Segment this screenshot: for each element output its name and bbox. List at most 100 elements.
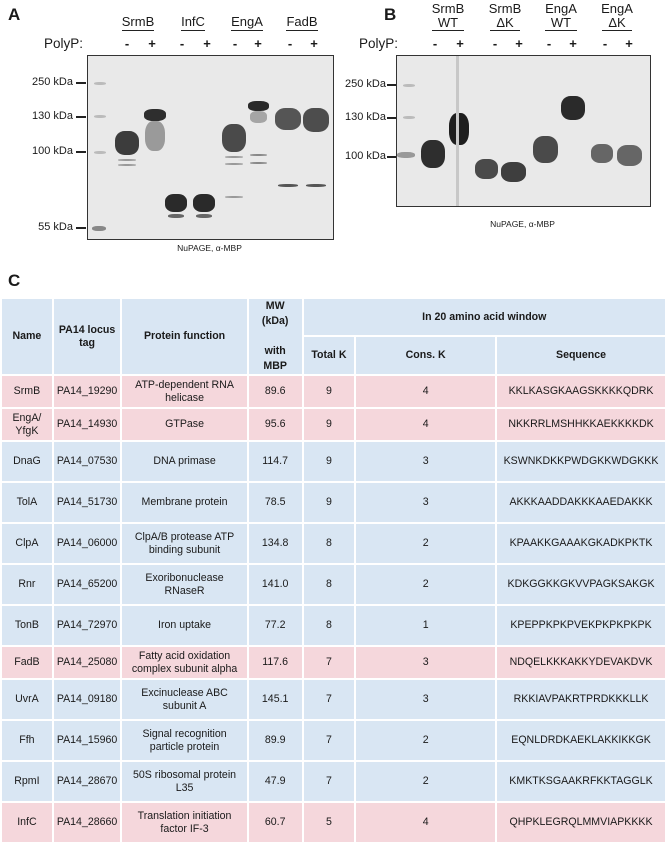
cell-function: Iron uptake	[120, 604, 249, 647]
polyp-plus: +	[456, 36, 464, 51]
cell-mw: 89.9	[246, 719, 304, 762]
cell-function: Fatty acid oxidation complex subunit alp…	[120, 645, 249, 680]
polyp-plus: +	[625, 36, 633, 51]
cell-locus: PA14_25080	[51, 645, 123, 680]
cell-total-k: 7	[301, 678, 357, 721]
cell-name: TonB	[0, 604, 54, 647]
marker-tick	[387, 117, 397, 119]
table-row: Ffh PA14_15960 Signal recognition partic…	[0, 719, 667, 762]
table-row: SrmB PA14_19290 ATP-dependent RNA helica…	[0, 374, 667, 409]
cell-cons-k: 3	[354, 678, 498, 721]
cell-sequence: RKKIAVPAKRTPRDKKKLLK	[495, 678, 667, 721]
cell-sequence: KPAAKKGAAAKGKADKPKTK	[495, 522, 667, 565]
polyp-minus: -	[492, 36, 498, 51]
cell-sequence: NKKRRLMSHHKKAEKKKKDK	[495, 407, 667, 442]
cell-cons-k: 2	[354, 522, 498, 565]
cell-sequence: KPEPPKPKPVEKPKPKPKPK	[495, 604, 667, 647]
cell-mw: 47.9	[246, 760, 304, 803]
cell-sequence: EQNLDRDKAEKLAKKIKKGK	[495, 719, 667, 762]
cell-locus: PA14_14930	[51, 407, 123, 442]
table-row: InfC PA14_28660 Translation initiation f…	[0, 801, 667, 844]
polyp-label: PolyP:	[44, 36, 84, 51]
cell-mw: 77.2	[246, 604, 304, 647]
marker-tick	[76, 82, 86, 84]
cell-locus: PA14_06000	[51, 522, 123, 565]
cell-function: Membrane protein	[120, 481, 249, 524]
polyp-plus: +	[148, 36, 156, 51]
cell-total-k: 7	[301, 645, 357, 680]
cell-mw: 145.1	[246, 678, 304, 721]
cell-mw: 60.7	[246, 801, 304, 844]
table-row: RpmI PA14_28670 50S ribosomal protein L3…	[0, 760, 667, 803]
cell-name: EngA/ YfgK	[0, 407, 54, 442]
header-function: Protein function	[120, 297, 249, 376]
cell-cons-k: 4	[354, 801, 498, 844]
polyp-minus: -	[179, 36, 185, 51]
cell-function: Translation initiation factor IF-3	[120, 801, 249, 844]
cell-locus: PA14_09180	[51, 678, 123, 721]
table-row: Rnr PA14_65200 Exoribonuclease RNaseR 14…	[0, 563, 667, 606]
cell-name: SrmB	[0, 374, 54, 409]
table-row: UvrA PA14_09180 Excinuclease ABC subunit…	[0, 678, 667, 721]
cell-name: UvrA	[0, 678, 54, 721]
cell-cons-k: 2	[354, 760, 498, 803]
cell-name: FadB	[0, 645, 54, 680]
header-window: In 20 amino acid window	[301, 297, 667, 337]
cell-locus: PA14_65200	[51, 563, 123, 606]
cell-total-k: 8	[301, 522, 357, 565]
cell-name: Ffh	[0, 719, 54, 762]
cell-function: DNA primase	[120, 440, 249, 483]
polyp-minus: -	[232, 36, 238, 51]
table-row: EngA/ YfgK PA14_14930 GTPase 95.6 9 4 NK…	[0, 407, 667, 442]
marker-250: 250 kDa	[345, 78, 386, 90]
marker-100: 100 kDa	[345, 150, 386, 162]
marker-250: 250 kDa	[32, 76, 73, 88]
header-sequence: Sequence	[495, 334, 667, 377]
cell-sequence: KSWNKDKKPWDGKKWDGKKK	[495, 440, 667, 483]
lane-header-srmb: SrmB	[121, 14, 155, 31]
panel-a-letter: A	[8, 5, 21, 24]
cell-locus: PA14_15960	[51, 719, 123, 762]
cell-name: ClpA	[0, 522, 54, 565]
table-row: TonB PA14_72970 Iron uptake 77.2 8 1 KPE…	[0, 604, 667, 647]
cell-function: ATP-dependent RNA helicase	[120, 374, 249, 409]
polyp-plus: +	[310, 36, 318, 51]
polyp-plus: +	[254, 36, 262, 51]
marker-tick	[76, 227, 86, 229]
blot-a-caption: NuPAGE, α-MBP	[177, 243, 242, 253]
cell-total-k: 5	[301, 801, 357, 844]
cell-mw: 141.0	[246, 563, 304, 606]
marker-tick	[76, 151, 86, 153]
marker-tick	[387, 156, 397, 158]
western-blot-b	[396, 55, 651, 207]
lane-header-srmb-dk: SrmB ΔK	[488, 1, 522, 31]
cell-function: ClpA/B protease ATP binding subunit	[120, 522, 249, 565]
cell-locus: PA14_28660	[51, 801, 123, 844]
cell-cons-k: 1	[354, 604, 498, 647]
polyp-minus: -	[124, 36, 130, 51]
header-mw: MW (kDa) with MBP	[246, 297, 304, 376]
cell-total-k: 9	[301, 440, 357, 483]
cell-name: TolA	[0, 481, 54, 524]
lane-header-infc: InfC	[181, 14, 205, 31]
lane-header-enga-dk: EngA ΔK	[601, 1, 633, 31]
cell-locus: PA14_51730	[51, 481, 123, 524]
cell-function: GTPase	[120, 407, 249, 442]
cell-locus: PA14_07530	[51, 440, 123, 483]
polyp-minus: -	[602, 36, 608, 51]
cell-cons-k: 3	[354, 645, 498, 680]
cell-name: DnaG	[0, 440, 54, 483]
blot-b-caption: NuPAGE, α-MBP	[490, 219, 555, 229]
cell-mw: 78.5	[246, 481, 304, 524]
polyp-plus: +	[569, 36, 577, 51]
cell-cons-k: 3	[354, 440, 498, 483]
header-name: Name	[0, 297, 54, 376]
polyp-minus: -	[432, 36, 438, 51]
polyp-minus: -	[546, 36, 552, 51]
header-cons-k: Cons. K	[354, 334, 498, 377]
polyp-minus: -	[287, 36, 293, 51]
lysine-window-table: Name PA14 locus tag Protein function MW …	[0, 297, 667, 844]
cell-cons-k: 2	[354, 719, 498, 762]
cell-function: Signal recognition particle protein	[120, 719, 249, 762]
cell-function: Excinuclease ABC subunit A	[120, 678, 249, 721]
